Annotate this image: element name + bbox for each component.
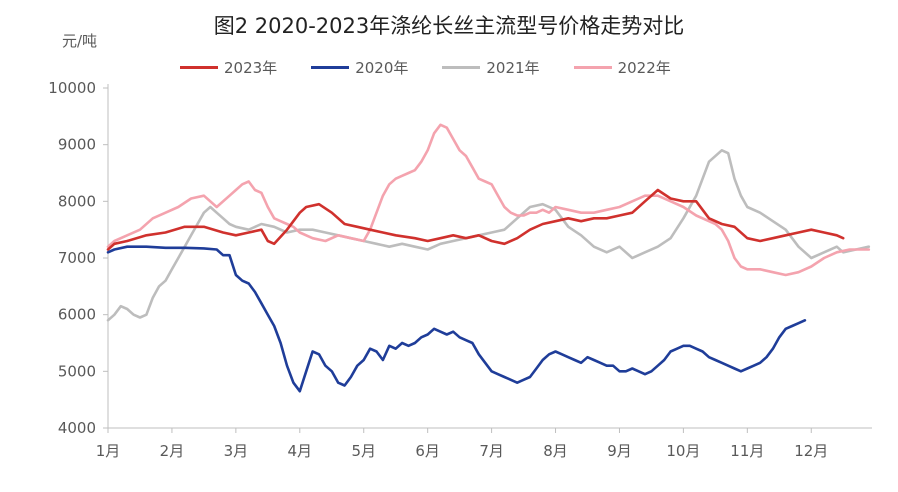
y-tick-label: 4000 (58, 419, 96, 437)
legend-swatch (311, 66, 350, 69)
chart-title: 图2 2020-2023年涤纶长丝主流型号价格走势对比 (213, 14, 685, 38)
x-tick-label: 5月 (351, 442, 376, 460)
x-tick-label: 9月 (607, 442, 632, 460)
y-tick-label: 6000 (58, 306, 96, 324)
x-tick-label: 10月 (666, 442, 700, 460)
y-tick-label: 9000 (58, 136, 96, 154)
legend-swatch (573, 66, 612, 69)
legend-label: 2020年 (355, 59, 409, 77)
legend-label: 2022年 (617, 59, 671, 77)
y-tick-label: 10000 (48, 79, 96, 97)
legend-swatch (180, 66, 218, 69)
x-tick-label: 11月 (730, 442, 764, 460)
x-tick-label: 6月 (415, 442, 440, 460)
x-tick-label: 7月 (479, 442, 504, 460)
y-tick-label: 5000 (58, 362, 96, 380)
x-tick-label: 12月 (794, 442, 828, 460)
legend-item: 2023年 (180, 57, 277, 78)
legend-label: 2021年 (486, 59, 540, 77)
series-line-2021 (106, 149, 871, 322)
legend-item: 2022年 (573, 57, 671, 78)
legend: 2023年 2020年 2021年 2022年 (180, 57, 671, 78)
x-tick-label: 2月 (160, 442, 185, 460)
series-line-2020 (106, 245, 807, 393)
legend-label: 2023年 (224, 59, 278, 77)
y-axis-unit-label: 元/吨 (62, 32, 98, 50)
series-line-2023 (106, 188, 845, 251)
legend-swatch (442, 66, 481, 69)
x-tick-label: 8月 (543, 442, 568, 460)
y-tick-label: 7000 (58, 249, 96, 267)
x-tick-label: 4月 (288, 442, 313, 460)
y-tick-label: 8000 (58, 192, 96, 210)
legend-item: 2020年 (311, 57, 408, 78)
x-tick-label: 1月 (96, 442, 121, 460)
series-line-2022 (106, 123, 871, 277)
legend-item: 2021年 (442, 57, 540, 78)
x-tick-label: 3月 (224, 442, 249, 460)
